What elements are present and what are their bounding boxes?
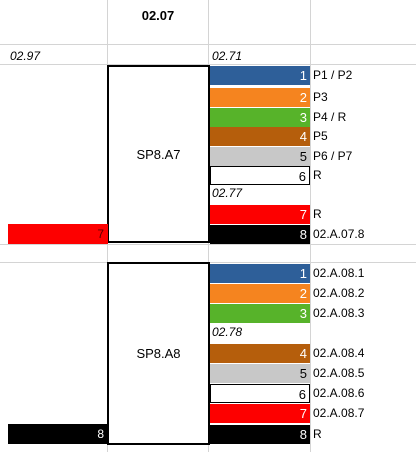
port-label: P1 / P2 xyxy=(313,68,353,82)
column-divider xyxy=(310,0,311,452)
port-swatch: 2 xyxy=(210,284,310,303)
row-divider xyxy=(0,64,416,65)
port-number: 8 xyxy=(299,427,307,442)
cell-label-group2: 02.77 xyxy=(212,186,243,200)
port-label: P4 / R xyxy=(313,110,347,124)
row-divider xyxy=(0,244,416,245)
port-number: 8 xyxy=(299,227,307,242)
port-label: 02.A.08.6 xyxy=(313,386,365,400)
port-swatch: 8 xyxy=(210,425,310,444)
port-swatch: 3 xyxy=(210,304,310,323)
port-number: 6 xyxy=(298,387,306,402)
port-label: 02.A.08.3 xyxy=(313,306,365,320)
device-name: SP8.A7 xyxy=(136,146,181,162)
port-swatch: 4 xyxy=(210,344,310,363)
port-swatch: 2 xyxy=(210,88,310,107)
port-label: R xyxy=(313,427,322,441)
device-box-a7: SP8.A7 xyxy=(107,65,210,243)
left-cable-bar-8: 8 xyxy=(8,424,108,444)
port-label: 02.A.07.8 xyxy=(313,227,365,241)
port-label: 02.A.08.4 xyxy=(313,346,365,360)
port-label: P3 xyxy=(313,90,328,104)
section-title: 02.07 xyxy=(141,8,175,23)
port-swatch: 7 xyxy=(210,205,310,224)
cable-number: 7 xyxy=(97,227,104,241)
port-label: R xyxy=(313,207,322,221)
port-number: 1 xyxy=(299,68,307,83)
device-box-a8: SP8.A8 xyxy=(107,262,210,445)
port-number: 1 xyxy=(299,266,307,281)
port-number: 3 xyxy=(299,110,307,125)
port-swatch: 6 xyxy=(210,384,310,403)
cell-label-group1: 02.71 xyxy=(212,49,243,63)
port-swatch: 5 xyxy=(210,364,310,383)
port-number: 5 xyxy=(299,366,307,381)
port-swatch: 4 xyxy=(210,127,310,146)
port-number: 7 xyxy=(299,207,307,222)
port-swatch: 1 xyxy=(210,264,310,283)
port-number: 2 xyxy=(299,90,307,105)
port-number: 2 xyxy=(299,286,307,301)
port-label: P5 xyxy=(313,129,328,143)
cable-number: 8 xyxy=(97,427,104,441)
port-number: 5 xyxy=(299,149,307,164)
port-swatch: 3 xyxy=(210,108,310,127)
port-label: R xyxy=(313,168,322,182)
port-number: 4 xyxy=(299,129,307,144)
port-swatch: 1 xyxy=(210,66,310,85)
port-number: 4 xyxy=(299,346,307,361)
port-label: P6 / P7 xyxy=(313,149,353,163)
port-label: 02.A.08.7 xyxy=(313,406,365,420)
port-swatch: 6 xyxy=(210,166,310,185)
cell-label-left: 02.97 xyxy=(10,49,41,63)
port-number: 3 xyxy=(299,306,307,321)
port-label: 02.A.08.1 xyxy=(313,266,365,280)
port-label: 02.A.08.5 xyxy=(313,366,365,380)
row-divider xyxy=(0,44,416,45)
device-name: SP8.A8 xyxy=(136,346,181,361)
port-swatch: 7 xyxy=(210,404,310,423)
cell-label-group3: 02.78 xyxy=(212,325,243,339)
port-number: 6 xyxy=(298,169,306,184)
port-label: 02.A.08.2 xyxy=(313,286,365,300)
port-number: 7 xyxy=(299,406,307,421)
left-cable-bar-7: 7 xyxy=(8,224,108,244)
port-swatch: 5 xyxy=(210,147,310,166)
port-swatch: 8 xyxy=(210,225,310,244)
